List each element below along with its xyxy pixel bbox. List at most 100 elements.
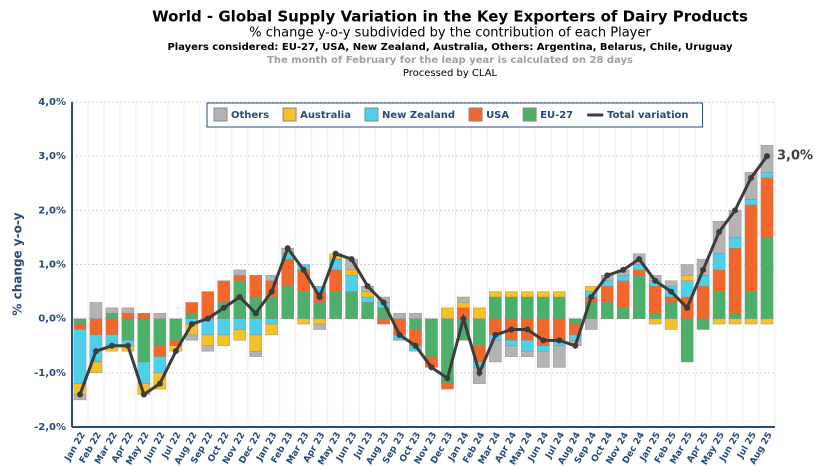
bar-segment: [233, 318, 247, 330]
bar-segment: [521, 296, 534, 319]
bar-segment: [89, 302, 103, 319]
total-point: [156, 380, 163, 387]
total-point: [524, 326, 531, 333]
total-point: [636, 256, 643, 263]
bar-segment: [153, 313, 167, 319]
bar-segment: [616, 275, 630, 281]
total-point: [300, 266, 307, 273]
bar-segment: [137, 313, 151, 319]
bar-segment: [249, 275, 263, 298]
total-point: [252, 310, 259, 317]
bar-segment: [345, 275, 358, 292]
bar-segment: [648, 318, 662, 325]
bar-segment: [425, 318, 438, 357]
bar-segment: [616, 280, 630, 309]
total-point: [92, 348, 99, 355]
bar-segment: [121, 307, 135, 314]
bar-segment: [600, 302, 614, 319]
bar-segment: [664, 302, 678, 319]
legend-swatch: [213, 107, 228, 122]
bar-segment: [217, 334, 231, 346]
bar-segment: [473, 318, 486, 346]
legend-label: Others: [231, 110, 269, 121]
total-point: [316, 294, 323, 300]
bar-segment: [73, 323, 87, 330]
legend-label: USA: [486, 110, 509, 121]
total-point: [684, 304, 691, 311]
bar-segment: [473, 307, 486, 319]
bar-segment: [728, 313, 742, 319]
bar-segment: [728, 237, 742, 249]
total-point: [284, 245, 291, 252]
total-point: [668, 288, 675, 295]
bar-segment: [249, 334, 263, 352]
bar-segment: [345, 269, 358, 276]
bar-segment: [377, 318, 390, 325]
bar-segment: [313, 302, 326, 319]
total-point: [652, 277, 659, 284]
bar-segment: [744, 172, 758, 200]
bar-segment: [345, 291, 358, 319]
bar-segment: [329, 291, 342, 319]
legend: Others Australia New Zealand USA EU-27 Total …: [206, 102, 704, 128]
total-point: [588, 294, 595, 300]
bar-segment: [760, 172, 774, 179]
total-point: [412, 342, 419, 349]
bar-segment: [553, 318, 566, 341]
bar-segment: [105, 307, 119, 314]
bar-segment: [329, 269, 342, 292]
y-tick-label: 0,0%: [38, 314, 66, 325]
legend-label: Total variation: [607, 110, 688, 121]
y-tick-label: -2,0%: [34, 422, 66, 433]
bar-segment: [760, 237, 774, 319]
bar-segment: [441, 307, 454, 319]
legend-swatch: [522, 107, 537, 122]
bar-segment: [489, 296, 502, 319]
total-point: [76, 391, 83, 398]
total-point: [140, 391, 147, 398]
bar-segment: [169, 318, 183, 341]
bar-segment: [680, 264, 694, 276]
total-point: [716, 229, 723, 235]
bar-segment: [297, 291, 310, 319]
bar-segment: [281, 285, 294, 319]
bar-segment: [712, 318, 726, 325]
bar-segment: [521, 340, 534, 352]
total-point: [700, 266, 707, 273]
total-point: [108, 342, 115, 349]
bar-segment: [696, 285, 710, 319]
y-tick-label: -1,0%: [34, 368, 66, 379]
total-point: [172, 348, 179, 355]
bar-segment: [217, 318, 231, 336]
y-tick-label: 1,0%: [38, 260, 66, 271]
y-tick-label: 3,0%: [38, 151, 66, 162]
bar-segment: [265, 318, 278, 325]
bar-segment: [744, 204, 758, 292]
y-tick-label: 4,0%: [38, 97, 66, 108]
bar-segment: [121, 313, 135, 319]
bar-segment: [313, 318, 326, 325]
bar-segment: [600, 285, 614, 303]
bar-segment: [537, 291, 550, 298]
bar-segment: [696, 318, 710, 330]
bar-segment: [217, 280, 231, 303]
bar-segment: [553, 345, 566, 368]
bar-segment: [712, 269, 726, 292]
total-point: [540, 337, 547, 344]
bar-segment: [521, 291, 534, 298]
total-point: [604, 272, 611, 279]
bar-segment: [744, 291, 758, 319]
bar-segment: [584, 318, 598, 330]
y-tick-label: 2,0%: [38, 205, 66, 216]
bar-segment: [249, 350, 263, 357]
total-point: [444, 375, 451, 382]
bar-segment: [648, 313, 662, 319]
bar-segment: [457, 302, 470, 309]
bar-segment: [233, 275, 247, 281]
total-point: [236, 294, 243, 300]
bar-segment: [728, 318, 742, 325]
total-point: [620, 266, 627, 273]
bar-segment: [648, 285, 662, 314]
total-point: [124, 342, 131, 349]
